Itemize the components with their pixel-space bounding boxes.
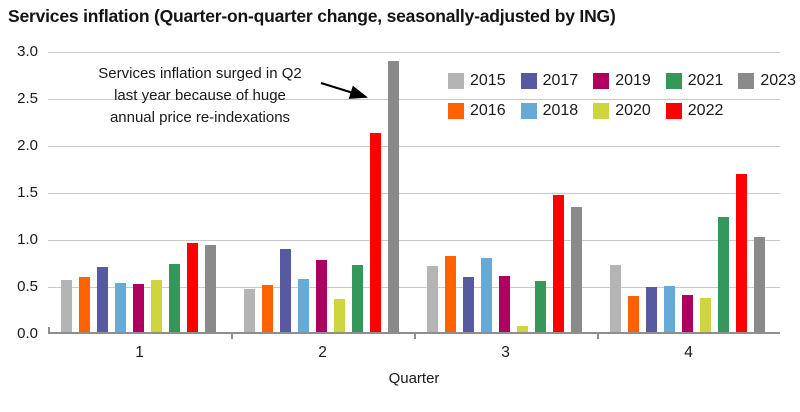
legend-swatch-icon [593,103,610,119]
bar-2022-q3 [553,194,564,334]
bar-2015-q4 [610,265,621,334]
legend-label: 2019 [615,72,651,89]
legend-swatch-icon [520,73,537,89]
bar-2017-q3 [463,276,474,334]
bar-2018-q3 [481,257,492,334]
legend-label: 2021 [687,72,724,89]
bar-2016-q1 [79,276,90,334]
bar-2018-q4 [664,286,675,334]
x-category-label: 3 [501,344,510,361]
y-axis-stub [48,327,50,334]
legend-item-2018: 2018 [520,102,579,120]
bar-2023-q4 [754,237,765,334]
gridline [48,240,780,241]
bar-2020-q3 [517,326,528,334]
bar-2021-q4 [718,217,729,334]
x-axis-tick [231,334,233,339]
bar-2018-q2 [298,278,309,334]
legend-label: 2016 [470,102,506,119]
gridline [48,193,780,194]
legend-item-2015: 2015 [448,72,506,90]
x-axis-tick [414,334,416,339]
annotation-line: annual price re-indexations [109,109,291,126]
bar-2019-q3 [499,275,510,334]
x-axis-line [48,332,780,334]
legend-label: 2022 [687,102,724,119]
legend: 2015 2017 2019 2021 2023 2016 2018 2020 2022 [448,72,796,120]
bar-2016-q4 [628,296,639,334]
bar-2020-q2 [334,299,345,334]
bar-2019-q1 [133,284,144,334]
legend-swatch-icon [665,103,682,119]
bar-2022-q2 [370,132,381,334]
gridline [48,99,780,100]
y-tick-label: 3.0 [17,43,38,60]
bar-2021-q3 [535,281,546,334]
bar-2022-q1 [187,242,198,334]
y-tick-label: 1.5 [17,184,38,201]
bar-2018-q1 [115,283,126,334]
legend-label: 2015 [470,72,506,89]
x-axis-title: Quarter [388,370,440,387]
bar-2017-q2 [280,249,291,334]
bar-2015-q3 [427,266,438,334]
legend-item-2023: 2023 [738,72,796,90]
bar-2016-q3 [445,255,456,334]
legend-item-2020: 2020 [593,102,651,120]
bar-2019-q2 [316,259,327,334]
legend-label: 2023 [760,72,796,89]
bar-2021-q2 [352,265,363,334]
plot-area: 0.0 0.5 1.0 1.5 2.0 2.5 3.0 1 2 3 4 [17,43,780,361]
bar-2023-q2 [388,61,399,334]
x-category-label: 1 [135,344,144,361]
y-tick-label: 1.0 [17,231,38,248]
gridline [48,52,780,53]
legend-swatch-icon [665,73,682,89]
annotation: Services inflation surged in Q2 last yea… [70,63,330,129]
legend-item-2017: 2017 [520,72,579,90]
legend-row: 2016 2018 2020 2022 [448,102,796,120]
y-tick-label: 2.0 [17,137,38,154]
annotation-line: Services inflation surged in Q2 [98,65,302,82]
legend-row: 2015 2017 2019 2021 2023 [448,72,796,90]
legend-item-2022: 2022 [665,102,724,120]
x-category-label: 4 [684,344,693,361]
x-axis-tick [597,334,599,339]
annotation-line: last year because of huge [114,87,286,104]
chart-title: Services inflation (Quarter-on-quarter c… [8,6,616,26]
bar-2023-q3 [571,207,582,334]
legend-label: 2020 [615,102,651,119]
bar-2017-q4 [646,287,657,334]
legend-item-2019: 2019 [593,72,651,90]
bar-2015-q2 [244,288,255,334]
bar-2015-q1 [61,280,72,334]
legend-item-2021: 2021 [665,72,724,90]
y-tick-label: 0.5 [17,278,38,295]
x-category-label: 2 [318,344,327,361]
y-tick-label: 2.5 [17,90,38,107]
legend-swatch-icon [593,73,610,89]
bar-2022-q4 [736,174,747,334]
gridline [48,146,780,147]
legend-swatch-icon [448,103,464,119]
legend-swatch-icon [448,73,464,89]
bar-2023-q1 [205,244,216,334]
legend-swatch-icon [520,103,537,119]
bar-2021-q1 [169,263,180,334]
legend-swatch-icon [738,73,755,89]
legend-label: 2017 [542,72,579,89]
legend-item-2016: 2016 [448,102,506,120]
bar-2017-q1 [97,267,108,334]
bar-2016-q2 [262,285,273,334]
gridline [48,287,780,288]
bar-2020-q1 [151,280,162,334]
bar-2019-q4 [682,294,693,334]
y-tick-label: 0.0 [17,325,38,342]
legend-label: 2018 [542,102,579,119]
bar-2020-q4 [700,298,711,334]
